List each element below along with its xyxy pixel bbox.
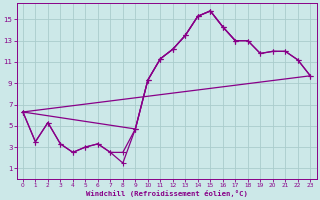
X-axis label: Windchill (Refroidissement éolien,°C): Windchill (Refroidissement éolien,°C) [86, 190, 248, 197]
